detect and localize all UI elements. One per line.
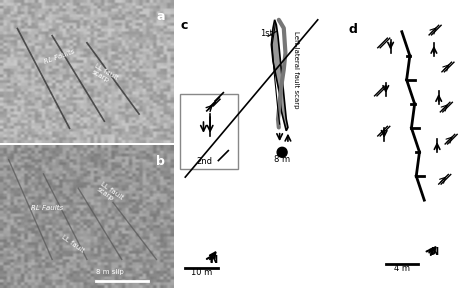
Text: N: N [210, 255, 218, 265]
Text: LL fault
scarp: LL fault scarp [91, 62, 119, 87]
Text: 1st: 1st [260, 29, 273, 38]
Text: a: a [157, 10, 165, 23]
Text: 8 m slip: 8 m slip [96, 269, 123, 275]
Text: 4 m: 4 m [394, 264, 410, 273]
Text: c: c [180, 20, 188, 33]
Text: d: d [348, 23, 357, 36]
Text: LL fault: LL fault [61, 234, 86, 253]
Text: Left-lateral fault scarp: Left-lateral fault scarp [293, 31, 299, 108]
Polygon shape [271, 20, 288, 131]
Text: b: b [156, 156, 165, 168]
Text: RL Faults: RL Faults [44, 49, 76, 65]
Text: 10 m: 10 m [191, 268, 212, 277]
Text: 2nd: 2nd [197, 157, 213, 166]
Text: LL fault
scarp: LL fault scarp [96, 181, 124, 206]
Circle shape [277, 147, 287, 157]
Bar [180, 94, 238, 169]
Text: RL Faults: RL Faults [31, 204, 64, 211]
Text: N: N [430, 247, 438, 257]
Text: 8 m: 8 m [274, 155, 290, 164]
